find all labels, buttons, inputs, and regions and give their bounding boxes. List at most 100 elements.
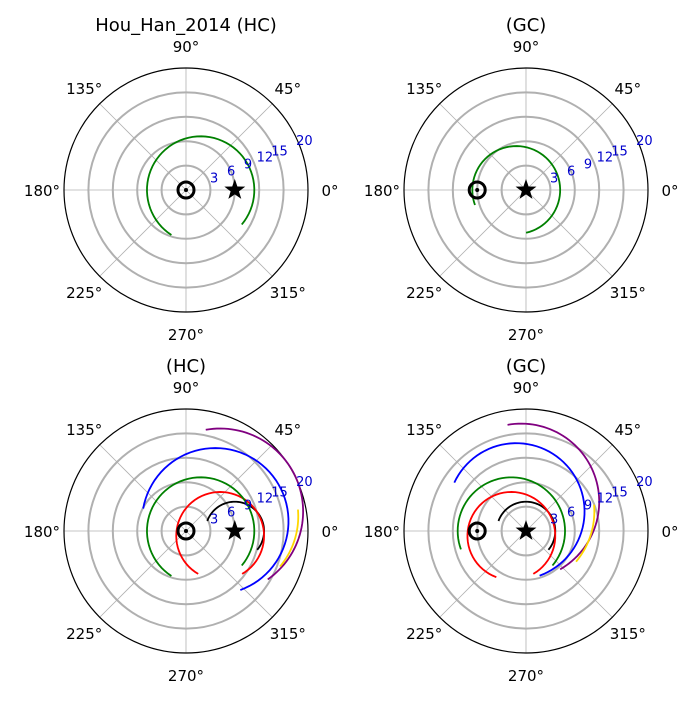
- angle-tick-label: 180°: [364, 182, 400, 200]
- series-line-3: [146, 476, 256, 577]
- grid-ring: [160, 505, 212, 557]
- series-line-6: [575, 504, 596, 563]
- radial-tick-label: 20: [296, 475, 313, 490]
- angle-tick-label: 90°: [513, 38, 540, 56]
- grid-ring: [427, 91, 625, 289]
- grid-spoke: [525, 103, 613, 191]
- radial-tick-label: 6: [227, 164, 235, 179]
- radial-tick-label: 3: [210, 171, 218, 186]
- angle-tick-label: 315°: [610, 284, 646, 302]
- grid-spoke: [185, 444, 273, 532]
- angle-tick-label: 45°: [615, 80, 642, 98]
- angle-tick-label: 180°: [364, 523, 400, 541]
- radial-tick-label: 15: [271, 485, 288, 500]
- panel-title: (GC): [506, 15, 547, 36]
- grid-spoke: [439, 189, 527, 277]
- angle-tick-label: 270°: [168, 326, 204, 344]
- radial-tick-label: 9: [244, 498, 252, 513]
- grid-spoke: [525, 189, 613, 277]
- sun-marker: [467, 521, 487, 541]
- angle-tick-label: 270°: [508, 326, 544, 344]
- angle-tick-label: 0°: [661, 182, 678, 200]
- series-line-4: [142, 447, 290, 591]
- radial-tick-label: 9: [584, 498, 592, 513]
- angle-tick-label: 270°: [168, 667, 204, 685]
- grid-spoke: [99, 530, 187, 618]
- radial-tick-label: 3: [550, 512, 558, 527]
- angle-tick-label: 0°: [321, 182, 338, 200]
- radial-tick-label: 20: [636, 475, 653, 490]
- polar-frame: [403, 67, 649, 313]
- panel-title: (GC): [506, 356, 547, 377]
- radial-tick-label: 6: [227, 505, 235, 520]
- angle-tick-label: 90°: [513, 379, 540, 397]
- angle-tick-label: 225°: [66, 625, 102, 643]
- angle-tick-label: 90°: [173, 379, 200, 397]
- star-marker: [515, 179, 537, 199]
- series-line-2: [466, 491, 557, 578]
- radial-tick-label: 15: [611, 485, 628, 500]
- sun-marker-dot: [184, 529, 188, 533]
- grid-spoke: [439, 444, 527, 532]
- grid-ring: [160, 164, 212, 216]
- angle-tick-label: 315°: [610, 625, 646, 643]
- angle-tick-label: 0°: [661, 523, 678, 541]
- grid-spoke: [439, 530, 527, 618]
- radial-tick-label: 6: [567, 164, 575, 179]
- angle-tick-label: 315°: [270, 284, 306, 302]
- angle-tick-label: 0°: [321, 523, 338, 541]
- sun-marker-dot: [475, 188, 480, 192]
- grid-spoke: [99, 103, 187, 191]
- sun-marker: [176, 180, 196, 200]
- angle-tick-label: 90°: [173, 38, 200, 56]
- radial-tick-label: 9: [244, 157, 252, 172]
- angle-tick-label: 135°: [406, 421, 442, 439]
- radial-tick-label: 20: [296, 134, 313, 149]
- polar-frame: [63, 408, 309, 654]
- grid-ring: [111, 456, 261, 606]
- series-line-5: [205, 427, 305, 581]
- grid-ring: [111, 115, 261, 265]
- radial-tick-label: 3: [210, 512, 218, 527]
- angle-tick-label: 225°: [406, 625, 442, 643]
- angle-tick-label: 180°: [24, 523, 60, 541]
- grid-spoke: [525, 530, 613, 618]
- angle-tick-label: 45°: [275, 421, 302, 439]
- panel-title: Hou_Han_2014 (HC): [95, 15, 277, 36]
- angle-tick-label: 225°: [406, 284, 442, 302]
- sun-marker: [176, 521, 196, 541]
- angle-tick-label: 180°: [24, 182, 60, 200]
- grid-ring: [87, 432, 285, 630]
- radial-tick-label: 9: [584, 157, 592, 172]
- angle-tick-label: 270°: [508, 667, 544, 685]
- radial-tick-label: 15: [271, 144, 288, 159]
- panel-title: (HC): [166, 356, 206, 377]
- angle-tick-label: 135°: [406, 80, 442, 98]
- radial-tick-label: 20: [636, 134, 653, 149]
- radial-tick-label: 3: [550, 171, 558, 186]
- angle-tick-label: 45°: [275, 80, 302, 98]
- radial-tick-label: 6: [567, 505, 575, 520]
- angle-tick-label: 225°: [66, 284, 102, 302]
- grid-ring: [427, 432, 625, 630]
- radial-tick-label: 12: [597, 491, 614, 506]
- grid-spoke: [185, 103, 273, 191]
- radial-tick-label: 12: [257, 150, 274, 165]
- star-marker: [224, 520, 246, 540]
- grid-spoke: [185, 189, 273, 277]
- polar-frame: [403, 408, 649, 654]
- series-line-1: [471, 145, 562, 234]
- grid-spoke: [185, 530, 273, 618]
- series-line-6: [279, 509, 300, 568]
- sun-marker-dot: [184, 188, 188, 192]
- series-line-3: [456, 476, 566, 567]
- grid-ring: [87, 91, 285, 289]
- grid-ring: [451, 115, 601, 265]
- series-line-4: [453, 442, 586, 577]
- grid-ring: [451, 456, 601, 606]
- angle-tick-label: 135°: [66, 421, 102, 439]
- grid-spoke: [439, 103, 527, 191]
